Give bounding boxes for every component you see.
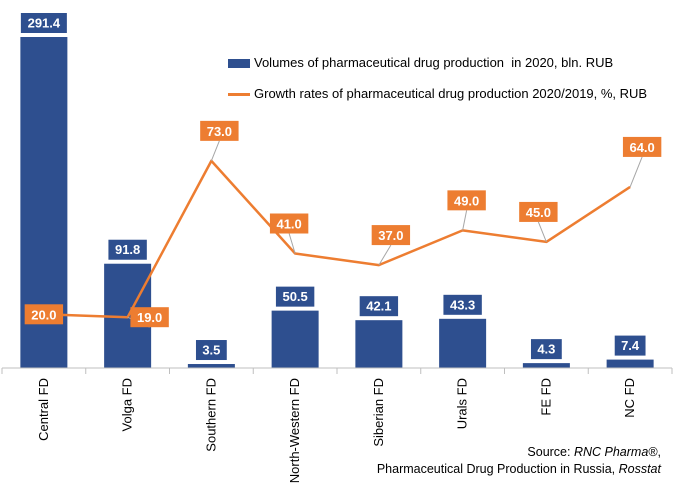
legend-item-bars: Volumes of pharmaceutical drug productio…: [228, 55, 613, 70]
tick-layer: Central FD Volga FD Southern FD North-Weste…: [1, 368, 673, 483]
bar-label-box: [108, 239, 147, 260]
line-label-box: [130, 307, 169, 328]
line-label-box: [519, 201, 558, 222]
bar: [439, 318, 487, 368]
source-org: RNC Pharma®: [573, 445, 658, 459]
line-value-label: 49.0: [454, 193, 479, 208]
line-label-box: [24, 304, 64, 325]
bar-label-box: [443, 294, 482, 315]
label-leader-line: [537, 221, 547, 243]
line-value-label: 45.0: [526, 205, 551, 220]
line-value-label: 41.0: [276, 217, 301, 232]
bar-label-box: [530, 339, 562, 360]
x-tick-label: Central FD: [36, 378, 51, 441]
growth-line: [43, 159, 631, 319]
source-sep: ,: [657, 445, 661, 459]
label-leader-line: [210, 140, 220, 162]
label-leader-line: [462, 210, 468, 231]
source-note: Source: RNC Pharma®, Pharmaceutical Drug…: [377, 445, 661, 476]
line-value-label: 64.0: [629, 140, 654, 155]
bar-label-box: [359, 296, 399, 317]
bar-label-box: [275, 286, 315, 307]
source-publisher: Rosstat: [618, 462, 661, 476]
label-leader-line: [288, 233, 296, 254]
line-value-label: 19.0: [137, 310, 162, 325]
line-label-box: [622, 136, 662, 157]
line-value-label: 37.0: [378, 228, 403, 243]
bar-label-box: [195, 340, 227, 361]
line-label-box: [447, 190, 486, 211]
legend-swatch-line: [228, 93, 250, 97]
bar-value-label: 43.3: [450, 297, 475, 312]
label-leader-line: [378, 244, 392, 266]
bar: [606, 359, 654, 368]
legend-label-line: Growth rates of pharmaceutical drug prod…: [254, 86, 648, 101]
bar-value-label: 50.5: [282, 289, 307, 304]
x-tick-label: Urals FD: [455, 378, 470, 429]
bar-label-box: [614, 335, 646, 356]
bar-label-box: [20, 13, 67, 33]
bar: [522, 363, 570, 368]
legend-swatch-bars: [228, 59, 250, 69]
label-leader-line: [629, 156, 643, 188]
bar-value-label: 42.1: [366, 299, 391, 314]
source-line-1: Source: RNC Pharma®,: [377, 445, 661, 459]
legend-item-line: Growth rates of pharmaceutical drug prod…: [228, 86, 647, 101]
bar-value-label: 91.8: [115, 242, 140, 257]
source-line-2: Pharmaceutical Drug Production in Russia…: [377, 462, 661, 476]
source-line2-text: Pharmaceutical Drug Production in Russia…: [376, 462, 619, 476]
bar-value-label: 4.3: [537, 342, 555, 357]
x-tick-label: North-Western FD: [287, 378, 302, 483]
line-label-box: [200, 120, 239, 141]
bar-value-label: 3.5: [202, 343, 220, 358]
x-tick-label: Southern FD: [203, 378, 218, 452]
line-label-box: [269, 213, 309, 234]
line-label-box: [371, 225, 411, 246]
bar: [355, 320, 403, 368]
data-label-layer: 291.4 91.8 3.5 50.5 42.1 43.3 4.3 7.4 20.0 19.0 73…: [20, 13, 662, 361]
x-tick-label: FE FD: [538, 378, 553, 416]
line-value-label: 73.0: [207, 124, 232, 139]
legend-label-bars: Volumes of pharmaceutical drug productio…: [254, 55, 614, 70]
bar-value-label: 291.4: [28, 16, 61, 31]
x-tick-label: Siberian FD: [371, 378, 386, 447]
bar-value-label: 7.4: [621, 338, 640, 353]
bar: [187, 364, 235, 368]
line-value-label: 20.0: [31, 307, 56, 322]
x-tick-label: NC FD: [622, 378, 637, 418]
x-tick-label: Volga FD: [120, 378, 135, 431]
line-layer: [43, 159, 631, 319]
source-prefix: Source:: [527, 445, 574, 459]
bar: [271, 310, 319, 368]
